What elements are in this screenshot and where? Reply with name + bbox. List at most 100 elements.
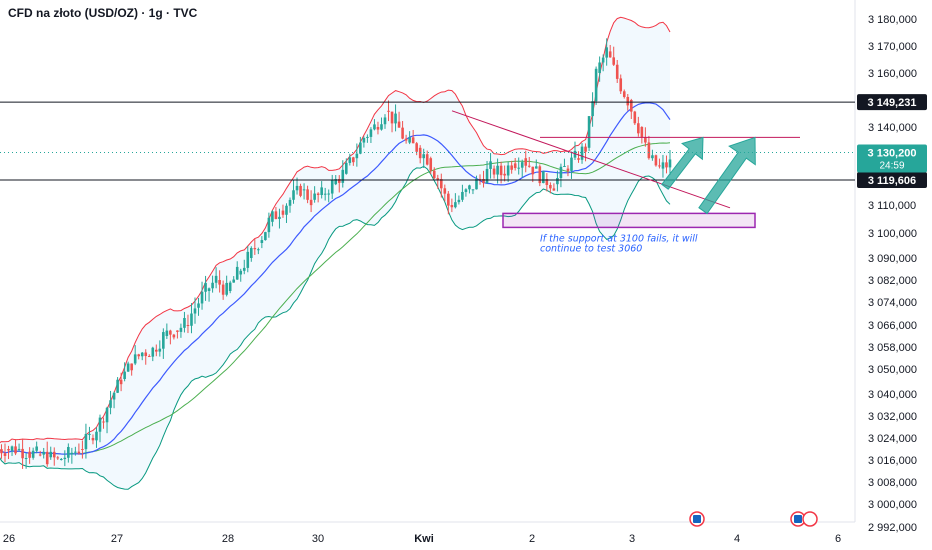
candle-body (95, 431, 98, 441)
candle-body (534, 166, 538, 169)
grid (0, 0, 856, 523)
event-flag-icon-inner (693, 515, 701, 523)
candle-body (644, 137, 647, 143)
candle-body (577, 158, 580, 160)
candle-body (454, 202, 457, 208)
candle-body (401, 127, 404, 139)
candle-body (299, 185, 302, 196)
candle-body (355, 153, 359, 159)
candle-body (137, 354, 141, 357)
y-tick-label: 3 082,000 (868, 275, 917, 287)
candle-body (249, 248, 253, 258)
x-tick-label: 28 (222, 533, 234, 545)
candle-body (447, 193, 450, 206)
drawings: If the support at 3100 fails, it willcon… (0, 101, 855, 254)
candle-body (556, 178, 559, 185)
candle-body (211, 282, 214, 289)
candle-body (123, 371, 126, 379)
x-tick-label: 2 (529, 533, 535, 545)
candle-body (179, 327, 183, 332)
candle-body (235, 266, 239, 280)
candle-body (232, 279, 236, 283)
support-zone-box (502, 212, 756, 229)
candle-body (264, 232, 267, 241)
candle-body (267, 217, 271, 233)
candle-body (464, 189, 468, 192)
candle-body (510, 165, 513, 170)
candle-body (56, 457, 60, 459)
candle-body (622, 91, 626, 97)
current-price-label: 3 130,200 (868, 147, 917, 159)
candle-body (271, 211, 274, 222)
candle-body (668, 159, 672, 168)
candle-body (323, 193, 327, 195)
candle-body (327, 193, 331, 195)
candle-body (239, 270, 243, 275)
chart-title: CFD na złoto (USD/OZ) · 1g · TVC (8, 6, 198, 20)
candle-body (295, 185, 299, 191)
x-tick-label: 3 (629, 533, 635, 545)
candle-body (605, 47, 608, 58)
candle-body (21, 448, 24, 459)
candle-body (538, 166, 542, 184)
y-tick-label: 3 180,000 (868, 14, 917, 26)
candle-body (140, 352, 144, 357)
candle-body (77, 451, 81, 454)
candle-body (28, 451, 31, 458)
candle-body (513, 163, 517, 169)
candle-body (45, 451, 49, 465)
candle-body (422, 154, 426, 159)
candle-body (387, 110, 390, 112)
candle-body (471, 189, 475, 191)
candle-body (542, 171, 545, 184)
candle-body (425, 154, 429, 165)
candle-body (109, 400, 112, 408)
candle-body (366, 136, 369, 138)
countdown-label: 24:59 (879, 160, 904, 171)
candle-body (658, 165, 661, 167)
y-tick-label: 3 032,000 (868, 411, 917, 423)
candle-body (330, 180, 334, 194)
candle-body (633, 111, 637, 124)
event-flag-icon (802, 511, 818, 527)
candle-body (369, 129, 373, 137)
candle-body (183, 317, 186, 328)
candle-body (619, 78, 623, 92)
y-tick-label: 3 100,000 (868, 228, 917, 240)
candle-body (457, 199, 461, 203)
y-tick-label: 3 000,000 (868, 499, 917, 511)
price-tag-label: 3 149,231 (868, 97, 917, 109)
candle-body (594, 68, 598, 102)
candle-body (598, 62, 601, 73)
candle-body (637, 123, 640, 134)
candle-body (612, 57, 616, 65)
candle-body (7, 449, 10, 451)
candle-body (496, 165, 499, 175)
candle-body (186, 325, 190, 326)
y-tick-label: 2 992,000 (868, 522, 917, 534)
price-tag-label: 3 119,606 (868, 175, 916, 187)
y-tick-label: 3 160,000 (868, 68, 917, 80)
price-tag (857, 94, 927, 111)
candles (0, 38, 672, 469)
y-tick-label: 3 140,000 (868, 122, 917, 134)
candle-body (499, 165, 503, 176)
x-tick-label: 6 (835, 533, 841, 545)
y-tick-label: 3 016,000 (868, 455, 917, 467)
candle-body (552, 188, 556, 191)
event-flag-icon-inner (794, 515, 802, 523)
candle-body (218, 280, 221, 285)
trend-line (451, 110, 731, 209)
candle-body (506, 165, 510, 176)
candle-body (204, 282, 207, 292)
candle-body (119, 379, 123, 385)
candle-body (549, 184, 552, 189)
candle-body (225, 282, 228, 295)
y-tick-label: 3 058,000 (868, 342, 917, 354)
candle-body (654, 155, 658, 166)
candle-body (520, 162, 524, 168)
candle-body (380, 124, 383, 130)
candle-body (647, 142, 651, 159)
candle-body (59, 458, 63, 460)
